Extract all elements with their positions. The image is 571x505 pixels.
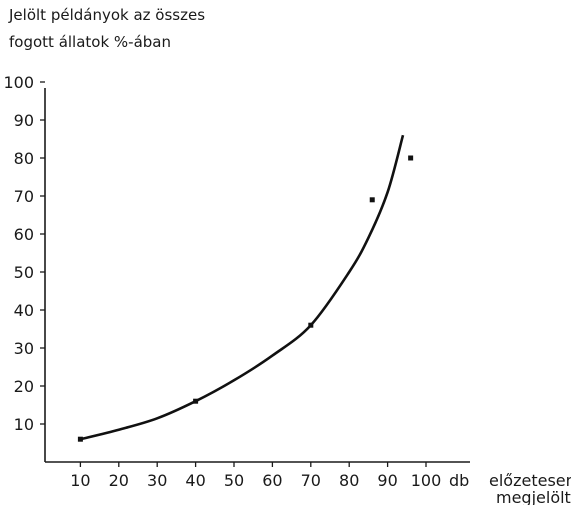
- x-tick-label: 10: [70, 471, 90, 490]
- data-point: [369, 197, 375, 203]
- y-tick-label: 30: [14, 339, 34, 358]
- y-axis-ticks: 10 20 30 40 50 60 70 80 90 100: [3, 73, 45, 434]
- x-axis-ticks: 10 20 30 40 50 60 70 80 90 100: [70, 462, 441, 490]
- x-tick-label: 20: [109, 471, 129, 490]
- y-axis-label-line-1: Jelölt példányok az összes: [8, 6, 205, 24]
- y-tick-label: 40: [14, 301, 34, 320]
- y-tick-label: 80: [14, 149, 34, 168]
- x-tick-label: 90: [377, 471, 397, 490]
- x-tick-label: 80: [339, 471, 359, 490]
- y-axis-label-line-2: fogott állatok %-ában: [9, 33, 171, 51]
- y-tick-label: 20: [14, 377, 34, 396]
- x-axis-label-line-1: előzetesen: [489, 471, 571, 490]
- x-tick-label: 70: [301, 471, 321, 490]
- data-points: [77, 155, 414, 442]
- y-tick-label: 90: [14, 111, 34, 130]
- data-point: [408, 155, 414, 161]
- x-tick-label: 40: [185, 471, 205, 490]
- data-point: [77, 436, 83, 442]
- x-axis-unit-label: db: [449, 471, 469, 490]
- x-axis-label-line-2: megjelölt: [496, 488, 571, 505]
- x-tick-label: 30: [147, 471, 167, 490]
- x-tick-label: 50: [224, 471, 244, 490]
- y-tick-label: 10: [14, 415, 34, 434]
- data-point: [308, 322, 314, 328]
- x-tick-label: 100: [411, 471, 442, 490]
- y-tick-label: 60: [14, 225, 34, 244]
- y-tick-label: 100: [3, 73, 34, 92]
- y-tick-label: 50: [14, 263, 34, 282]
- x-tick-label: 60: [262, 471, 282, 490]
- fit-curve-line: [80, 134, 405, 441]
- y-tick-label: 70: [14, 187, 34, 206]
- data-point: [193, 398, 199, 404]
